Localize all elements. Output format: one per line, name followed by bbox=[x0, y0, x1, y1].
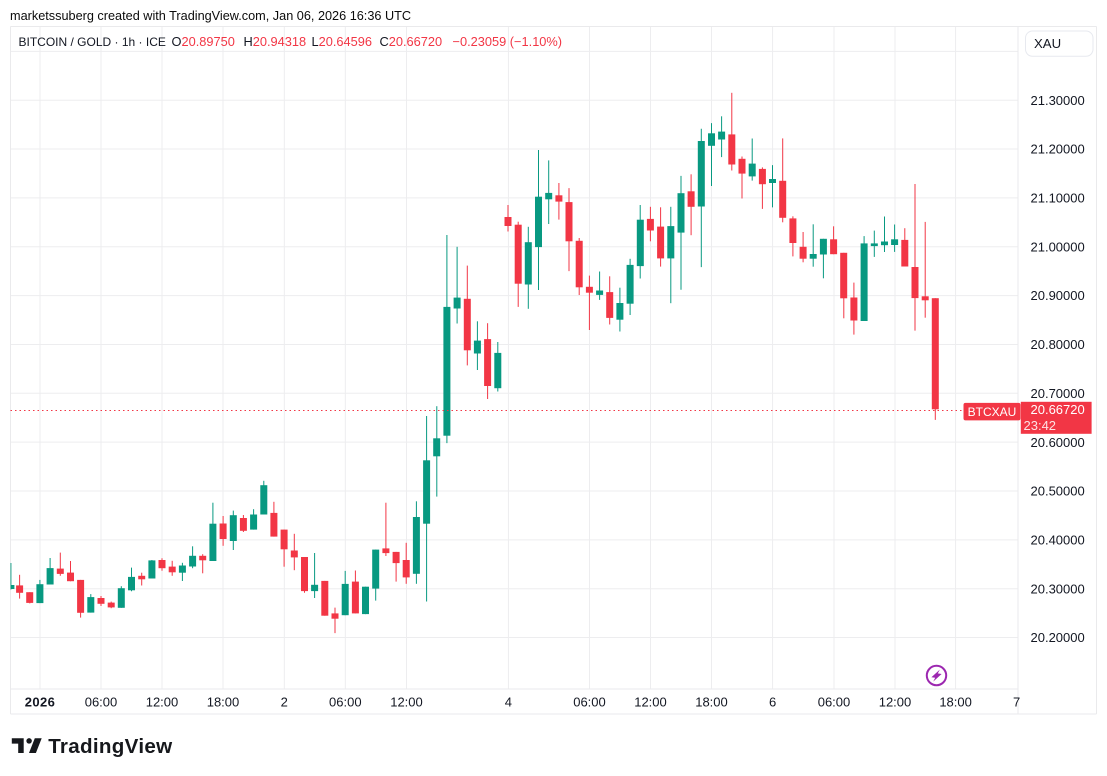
svg-text:18:00: 18:00 bbox=[939, 695, 972, 710]
svg-text:BITCOIN / GOLD · 1h · ICE: BITCOIN / GOLD · 1h · ICE bbox=[19, 35, 166, 49]
svg-text:23:42: 23:42 bbox=[1024, 418, 1057, 433]
svg-text:06:00: 06:00 bbox=[818, 695, 851, 710]
svg-text:20.70000: 20.70000 bbox=[1031, 386, 1085, 401]
svg-text:BTCXAU: BTCXAU bbox=[968, 405, 1017, 419]
svg-text:18:00: 18:00 bbox=[695, 695, 728, 710]
svg-text:2: 2 bbox=[281, 695, 288, 710]
svg-text:TradingView: TradingView bbox=[48, 735, 173, 758]
svg-text:12:00: 12:00 bbox=[879, 695, 912, 710]
svg-text:12:00: 12:00 bbox=[634, 695, 667, 710]
svg-text:21.20000: 21.20000 bbox=[1031, 142, 1085, 157]
svg-text:21.10000: 21.10000 bbox=[1031, 191, 1085, 206]
svg-text:21.30000: 21.30000 bbox=[1031, 93, 1085, 108]
svg-text:marketssuberg created with Tra: marketssuberg created with TradingView.c… bbox=[10, 9, 411, 23]
svg-text:XAU: XAU bbox=[1034, 36, 1061, 51]
svg-text:6: 6 bbox=[769, 695, 776, 710]
svg-text:2026: 2026 bbox=[25, 695, 56, 710]
svg-text:20.40000: 20.40000 bbox=[1031, 533, 1085, 548]
svg-text:20.30000: 20.30000 bbox=[1031, 581, 1085, 596]
svg-text:12:00: 12:00 bbox=[390, 695, 423, 710]
svg-text:06:00: 06:00 bbox=[329, 695, 362, 710]
svg-text:21.00000: 21.00000 bbox=[1031, 239, 1085, 254]
svg-text:12:00: 12:00 bbox=[146, 695, 179, 710]
svg-text:20.50000: 20.50000 bbox=[1031, 484, 1085, 499]
svg-text:20.90000: 20.90000 bbox=[1031, 288, 1085, 303]
svg-text:7: 7 bbox=[1013, 695, 1020, 710]
svg-text:20.80000: 20.80000 bbox=[1031, 337, 1085, 352]
svg-text:06:00: 06:00 bbox=[85, 695, 118, 710]
svg-text:06:00: 06:00 bbox=[573, 695, 606, 710]
svg-text:4: 4 bbox=[505, 695, 512, 710]
svg-text:20.66720: 20.66720 bbox=[1031, 402, 1085, 417]
svg-text:18:00: 18:00 bbox=[207, 695, 240, 710]
svg-text:20.20000: 20.20000 bbox=[1031, 630, 1085, 645]
svg-text:20.60000: 20.60000 bbox=[1031, 435, 1085, 450]
